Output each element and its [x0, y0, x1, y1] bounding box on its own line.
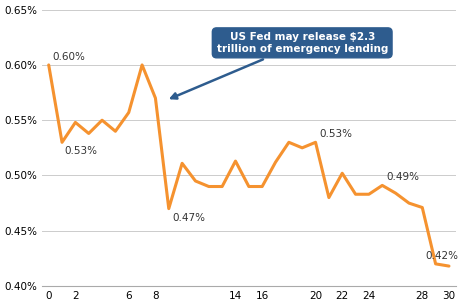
Text: 0.49%: 0.49%	[386, 172, 419, 182]
Text: 0.60%: 0.60%	[53, 52, 86, 62]
Text: 0.47%: 0.47%	[173, 213, 206, 223]
Text: 0.53%: 0.53%	[320, 129, 353, 139]
Text: 0.42%: 0.42%	[425, 250, 458, 260]
Text: 0.53%: 0.53%	[65, 145, 98, 156]
Text: US Fed may release $2.3
trillion of emergency lending: US Fed may release $2.3 trillion of emer…	[171, 32, 388, 99]
